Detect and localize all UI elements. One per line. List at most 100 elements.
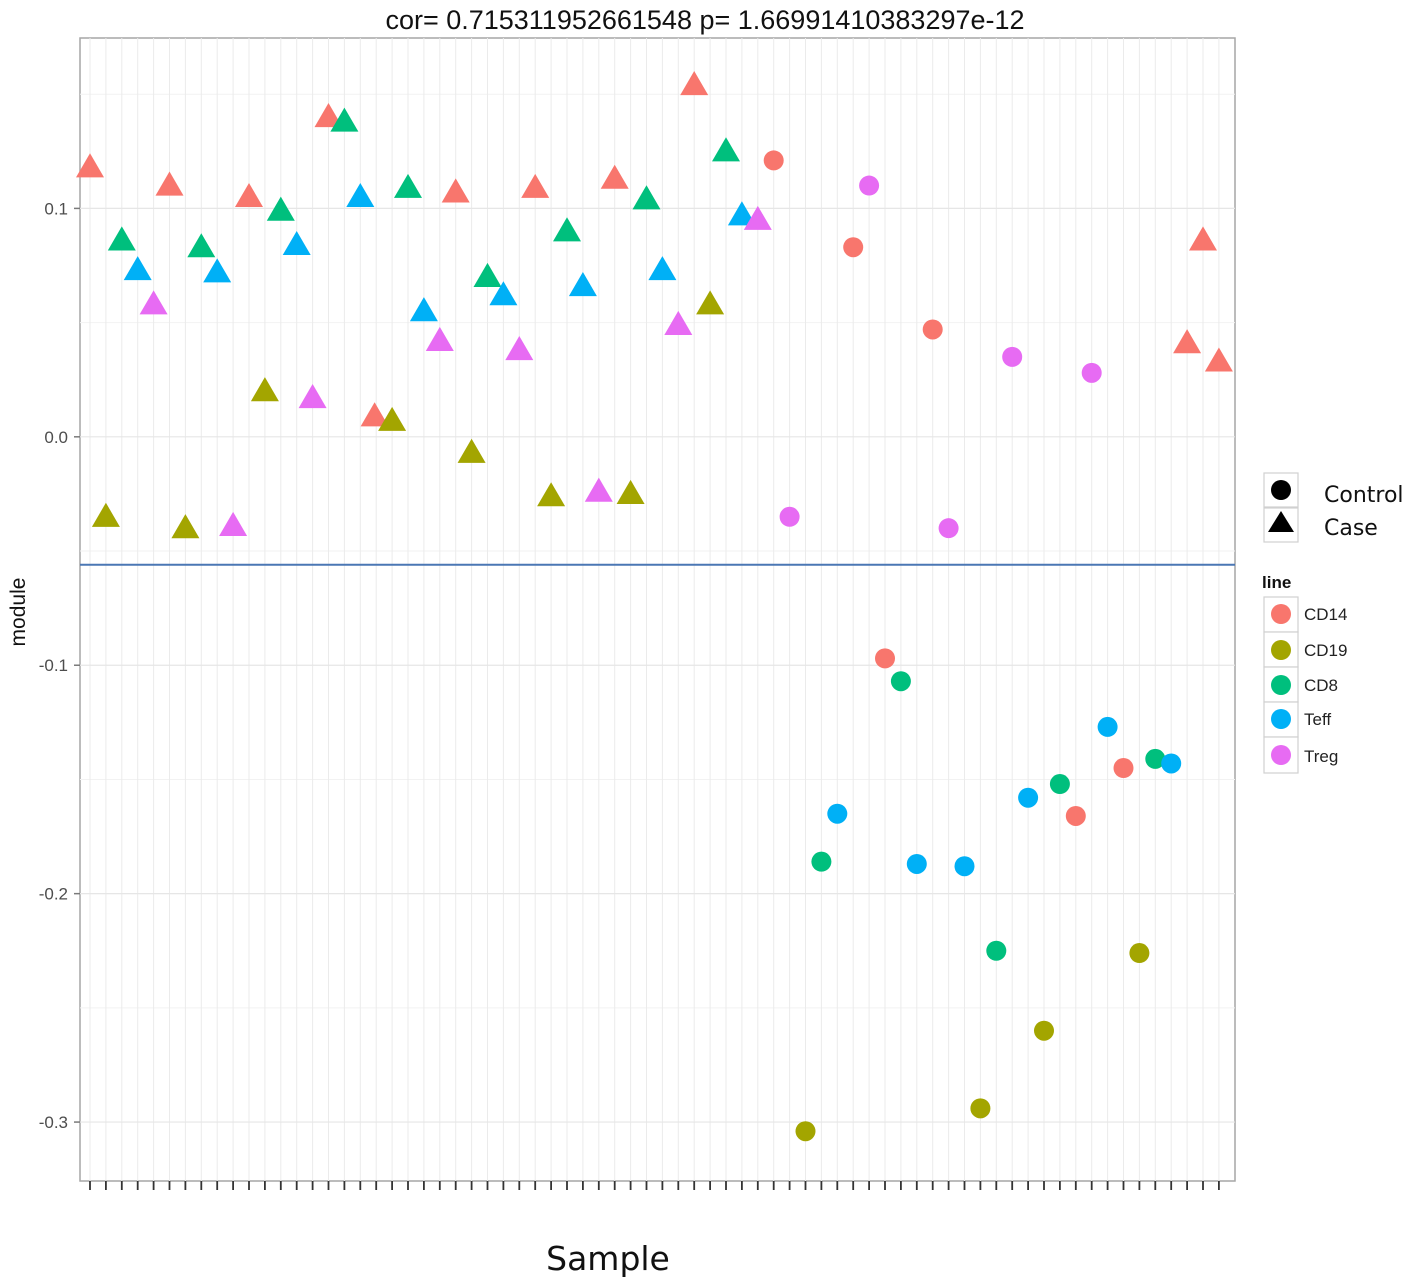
- legend-cd19-label: CD19: [1304, 641, 1347, 660]
- point-case-cd19-2: [91, 502, 120, 527]
- point-case-treg-5: [139, 290, 168, 315]
- legend-treg-swatch: [1271, 745, 1291, 765]
- legend-cd14-label: CD14: [1304, 605, 1347, 624]
- point-case-teff-18: [346, 182, 375, 208]
- point-case-teff-4: [123, 256, 152, 281]
- point-case-treg-43: [743, 205, 772, 230]
- point-case-cd8-31: [553, 217, 581, 242]
- y-tick-label: -0.3: [39, 1113, 68, 1132]
- point-control-teff-60: [1018, 787, 1039, 808]
- point-control-cd14-54: [922, 319, 943, 340]
- point-control-cd19-57: [970, 1098, 991, 1119]
- point-case-cd8-36: [632, 185, 661, 210]
- shape-legend: Control Case: [1263, 472, 1404, 543]
- point-case-cd14-24: [441, 178, 470, 203]
- point-control-treg-55: [938, 518, 959, 539]
- point-case-teff-37: [648, 256, 677, 281]
- point-case-cd14-6: [155, 171, 184, 196]
- point-case-cd14-34: [600, 164, 629, 189]
- point-case-teff-27: [489, 281, 518, 306]
- color-legend: line CD14 CD19 CD8 Teff Treg: [1262, 573, 1347, 774]
- point-control-teff-48: [827, 803, 848, 824]
- legend-case-symbol: [1268, 511, 1294, 532]
- point-case-cd8-21: [394, 173, 422, 198]
- x-axis-label: Sample: [546, 1239, 670, 1278]
- point-case-cd19-12: [250, 377, 279, 402]
- point-control-teff-56: [954, 856, 975, 877]
- chart-title: cor= 0.715311952661548 p= 1.669914103832…: [385, 5, 1024, 35]
- legend-cd8-label: CD8: [1304, 676, 1338, 695]
- point-control-treg-45: [779, 506, 800, 527]
- legend-title: line: [1262, 573, 1291, 592]
- legend-case-label: Case: [1324, 516, 1378, 541]
- point-control-teff-69: [1161, 753, 1182, 774]
- point-case-cd14-1: [76, 153, 104, 178]
- point-control-teff-65: [1097, 716, 1118, 737]
- point-case-cd19-25: [457, 438, 486, 463]
- point-case-cd14-39: [680, 71, 709, 96]
- point-control-cd8-47: [811, 851, 832, 872]
- point-case-cd8-17: [330, 107, 359, 132]
- point-case-cd14-72: [1204, 347, 1233, 372]
- point-control-cd14-44: [763, 150, 784, 171]
- point-control-cd8-68: [1145, 748, 1166, 769]
- point-case-cd19-40: [696, 290, 725, 315]
- point-case-teff-14: [282, 230, 311, 256]
- point-case-cd14-29: [521, 173, 550, 198]
- point-case-teff-42: [727, 201, 756, 226]
- point-control-teff-53: [906, 853, 927, 874]
- point-case-cd19-30: [537, 482, 566, 507]
- legend-cd19-swatch: [1271, 640, 1291, 660]
- point-case-cd8-8: [187, 233, 216, 258]
- point-control-cd14-63: [1065, 805, 1086, 826]
- data-points: [76, 71, 1233, 1142]
- y-axis-label: module: [7, 578, 30, 647]
- point-control-cd8-52: [890, 671, 911, 692]
- point-case-cd14-71: [1189, 226, 1217, 251]
- point-case-cd8-3: [107, 226, 136, 251]
- x-axis-ticks: [89, 1181, 1220, 1190]
- point-control-cd14-51: [875, 648, 895, 669]
- y-tick-label: 0.1: [44, 199, 68, 218]
- point-control-cd19-46: [795, 1121, 816, 1142]
- point-case-cd8-41: [712, 137, 740, 162]
- point-control-cd14-49: [843, 237, 864, 258]
- y-tick-label: -0.1: [39, 656, 68, 675]
- point-case-cd19-20: [378, 406, 407, 431]
- point-control-cd8-62: [1049, 774, 1070, 795]
- y-tick-label: -0.2: [39, 885, 68, 904]
- point-control-cd14-66: [1113, 758, 1134, 779]
- legend-control-label: Control: [1324, 483, 1404, 508]
- point-control-cd8-58: [986, 940, 1007, 961]
- point-control-treg-59: [1002, 346, 1023, 367]
- point-case-teff-9: [203, 258, 232, 283]
- legend-teff-swatch: [1271, 709, 1291, 729]
- point-case-treg-28: [505, 336, 534, 361]
- point-case-teff-22: [409, 297, 438, 322]
- minor-gridlines: [80, 93, 1235, 1009]
- point-case-cd8-26: [473, 262, 502, 288]
- plot-panel: [79, 37, 1236, 1182]
- point-control-cd19-67: [1129, 943, 1150, 964]
- legend-control-symbol: [1271, 480, 1291, 500]
- point-case-treg-23: [425, 326, 454, 351]
- point-case-treg-10: [219, 511, 248, 536]
- point-case-treg-33: [584, 477, 613, 502]
- point-case-cd19-35: [616, 479, 645, 505]
- point-control-treg-64: [1081, 362, 1102, 383]
- point-case-treg-15: [298, 383, 327, 409]
- point-case-cd14-16: [314, 103, 343, 128]
- point-case-treg-38: [664, 310, 693, 335]
- point-case-cd19-7: [171, 514, 200, 539]
- y-axis: 0.1 0.0 -0.1 -0.2 -0.3: [39, 199, 80, 1132]
- major-gridlines: [80, 38, 1235, 1181]
- point-control-cd19-61: [1034, 1020, 1054, 1041]
- y-tick-label: 0.0: [44, 428, 68, 447]
- legend-cd8-swatch: [1271, 675, 1291, 695]
- legend-cd14-swatch: [1271, 604, 1291, 624]
- point-case-cd14-11: [235, 182, 263, 208]
- point-control-treg-50: [859, 175, 880, 196]
- legend-teff-label: Teff: [1304, 710, 1331, 729]
- point-case-cd14-19: [360, 402, 389, 427]
